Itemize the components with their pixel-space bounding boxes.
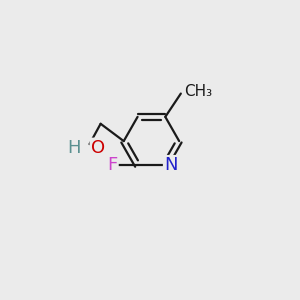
- Text: O: O: [91, 139, 105, 157]
- Text: CH₃: CH₃: [184, 84, 212, 99]
- Text: H: H: [68, 139, 81, 157]
- Text: N: N: [164, 156, 178, 174]
- Text: F: F: [107, 156, 117, 174]
